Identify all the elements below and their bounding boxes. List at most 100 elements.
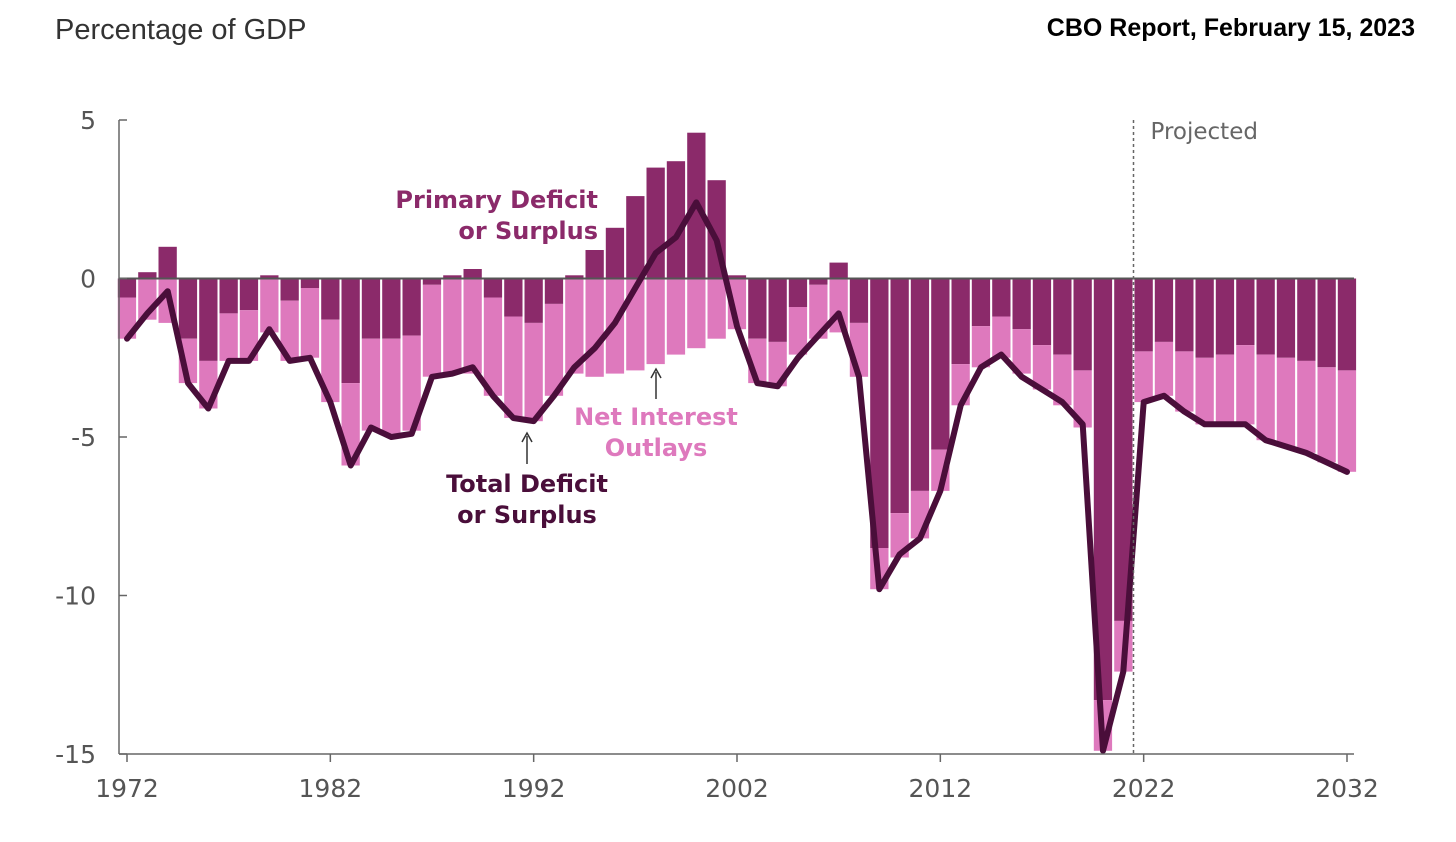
interest-bar-2023 [1154,341,1174,396]
primary-bar-2023 [1154,278,1174,342]
primary-bar-1992 [524,278,543,323]
primary-bar-2007 [829,262,848,279]
primary-bar-2024 [1175,278,1194,352]
interest-bar-2022 [1134,351,1153,403]
primary-bar-1982 [321,278,340,320]
interest-bar-2005 [788,307,808,355]
interest-bar-2027 [1236,345,1255,425]
primary-bar-1983 [341,278,360,384]
primary-bar-1978 [239,278,259,311]
primary-bar-2018 [1053,278,1072,355]
interest-bar-1992 [524,322,543,422]
primary-bar-2031 [1317,278,1336,368]
interest-bar-1993 [544,303,564,396]
interest-bar-1977 [219,313,238,361]
interest-bar-1995 [585,278,604,377]
interest-bar-1988 [443,278,462,374]
source-label: CBO Report, February 15, 2023 [1046,14,1415,42]
interest-bar-1981 [300,288,320,358]
x-tick-label-2: 1992 [502,774,566,803]
x-tick-label-1: 1982 [299,774,363,803]
primary-bar-1980 [280,278,299,301]
interest-bar-2017 [1032,345,1052,390]
primary-bar-2025 [1195,278,1214,358]
interest-bar-2032 [1337,370,1357,472]
primary-bar-2014 [971,278,991,327]
y-tick-label-3: -10 [55,582,96,611]
primary-bar-2017 [1032,278,1052,346]
interest-bar-1986 [402,335,421,431]
primary-bar-2027 [1236,278,1255,346]
primary-bar-2004 [768,278,787,342]
total-line-layer [124,199,1350,754]
interest-bar-1978 [239,310,259,361]
annotation-layer: Primary Deficit or Surplus Net Interest … [395,186,738,529]
y-tick-label-4: -15 [55,740,96,769]
interest-bar-2000 [687,278,706,349]
interest-arrowhead [650,367,662,379]
x-tick-label-3: 2002 [705,774,769,803]
interest-bar-2018 [1053,354,1072,406]
primary-annotation-line2: or Surplus [458,217,598,245]
primary-bar-1993 [544,278,564,304]
projection-layer: Projected [1132,119,1258,754]
projected-label: Projected [1151,119,1258,145]
primary-bar-1981 [300,278,320,288]
primary-bar-1977 [219,278,238,314]
primary-bar-2012 [931,278,950,450]
interest-bar-2010 [890,513,909,558]
interest-bar-1979 [260,278,279,333]
x-tick-label-6: 2032 [1315,774,1379,803]
interest-bar-2031 [1317,367,1336,463]
interest-bar-2001 [707,278,726,339]
primary-bar-1979 [260,275,279,279]
primary-bar-1990 [483,278,503,298]
interest-bar-2029 [1276,357,1296,447]
interest-bar-2028 [1256,354,1275,441]
primary-bar-1988 [443,275,462,279]
primary-bar-2020 [1093,278,1113,701]
total-annotation-line2: or Surplus [457,501,597,529]
primary-bar-1999 [666,161,686,279]
interest-bar-1994 [565,278,584,374]
primary-bar-2028 [1256,278,1275,355]
interest-annotation-line2: Outlays [605,434,708,462]
interest-bar-2026 [1215,354,1235,425]
primary-bar-2002 [727,275,747,279]
y-tick-label-0: 5 [80,106,96,135]
x-tick-label-5: 2022 [1112,774,1176,803]
total-arrowhead [521,431,533,443]
interest-bar-1989 [463,278,482,374]
interest-bar-2019 [1073,370,1092,428]
y-axis-units-label: Percentage of GDP [55,14,307,46]
primary-bar-2010 [890,278,909,514]
interest-bar-1980 [280,300,299,361]
interest-bar-2025 [1195,357,1214,425]
interest-bar-1998 [646,278,665,365]
interest-bar-2015 [992,316,1011,358]
primary-bar-2013 [951,278,970,365]
interest-bar-2006 [809,284,828,339]
interest-bar-2024 [1175,351,1194,412]
primary-bar-2009 [870,278,889,548]
primary-bar-2029 [1276,278,1296,358]
interest-bar-1999 [666,278,686,355]
primary-bar-1989 [463,269,482,279]
primary-bar-1984 [361,278,381,339]
interest-bar-2014 [971,326,991,368]
primary-annotation-line1: Primary Deficit [395,186,598,214]
primary-bar-1997 [626,196,645,279]
primary-bar-1994 [565,275,584,279]
primary-bar-2030 [1297,278,1316,361]
primary-bar-2032 [1337,278,1357,371]
interest-bar-2030 [1297,360,1316,453]
primary-bar-1974 [158,246,177,279]
x-tick-label-4: 2012 [909,774,973,803]
primary-bar-1986 [402,278,421,336]
primary-bar-1987 [422,278,442,285]
primary-bar-2016 [1012,278,1031,330]
primary-bar-1975 [178,278,198,339]
interest-bar-1991 [504,316,523,418]
primary-bar-1972 [117,278,137,298]
